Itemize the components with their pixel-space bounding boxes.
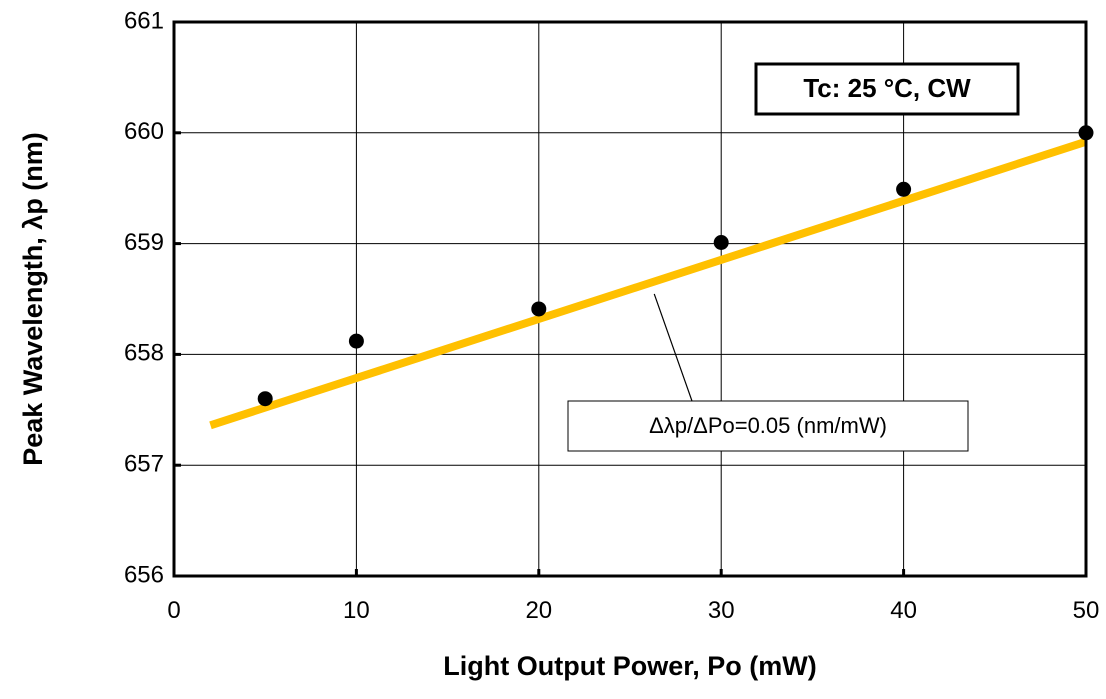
data-point [348,333,364,349]
x-tick-label: 50 [1073,597,1100,624]
data-points [257,125,1094,407]
annotation-box [567,400,969,452]
condition-box-frame [754,62,1020,116]
data-point [531,301,547,317]
condition-box: Tc: 25 °C, CW [754,62,1020,116]
x-tick-label: 40 [890,597,917,624]
data-point [713,234,729,250]
x-tick-label: 10 [343,597,370,624]
y-tick-label: 656 [124,561,164,588]
fit-line-layer [209,137,1088,430]
y-tick-label: 661 [124,7,164,34]
y-tick-label: 658 [124,340,164,367]
x-tick-label: 0 [167,597,180,624]
fit-line [209,137,1088,430]
x-axis-label: Light Output Power, Po (mW) [443,651,816,681]
annotation-leader-line [653,293,693,402]
data-point [257,391,273,407]
x-tick-label: 20 [525,597,552,624]
condition-box-text: Tc: 25 °C, CW [803,73,971,103]
slope-annotation: Δλp/ΔPo=0.05 (nm/mW) [567,293,969,452]
y-tick-label: 660 [124,118,164,145]
x-tick-label: 30 [708,597,735,624]
axis-ticks: 0 10 20 30 40 50 656 657 658 659 660 661 [124,7,1099,624]
y-axis-label: Peak Wavelength, λp (nm) [18,132,48,466]
annotation-text: Δλp/ΔPo=0.05 (nm/mW) [649,413,887,438]
data-point [896,181,912,197]
y-tick-label: 657 [124,451,164,478]
y-tick-label: 659 [124,229,164,256]
plot-frame [172,20,1088,578]
